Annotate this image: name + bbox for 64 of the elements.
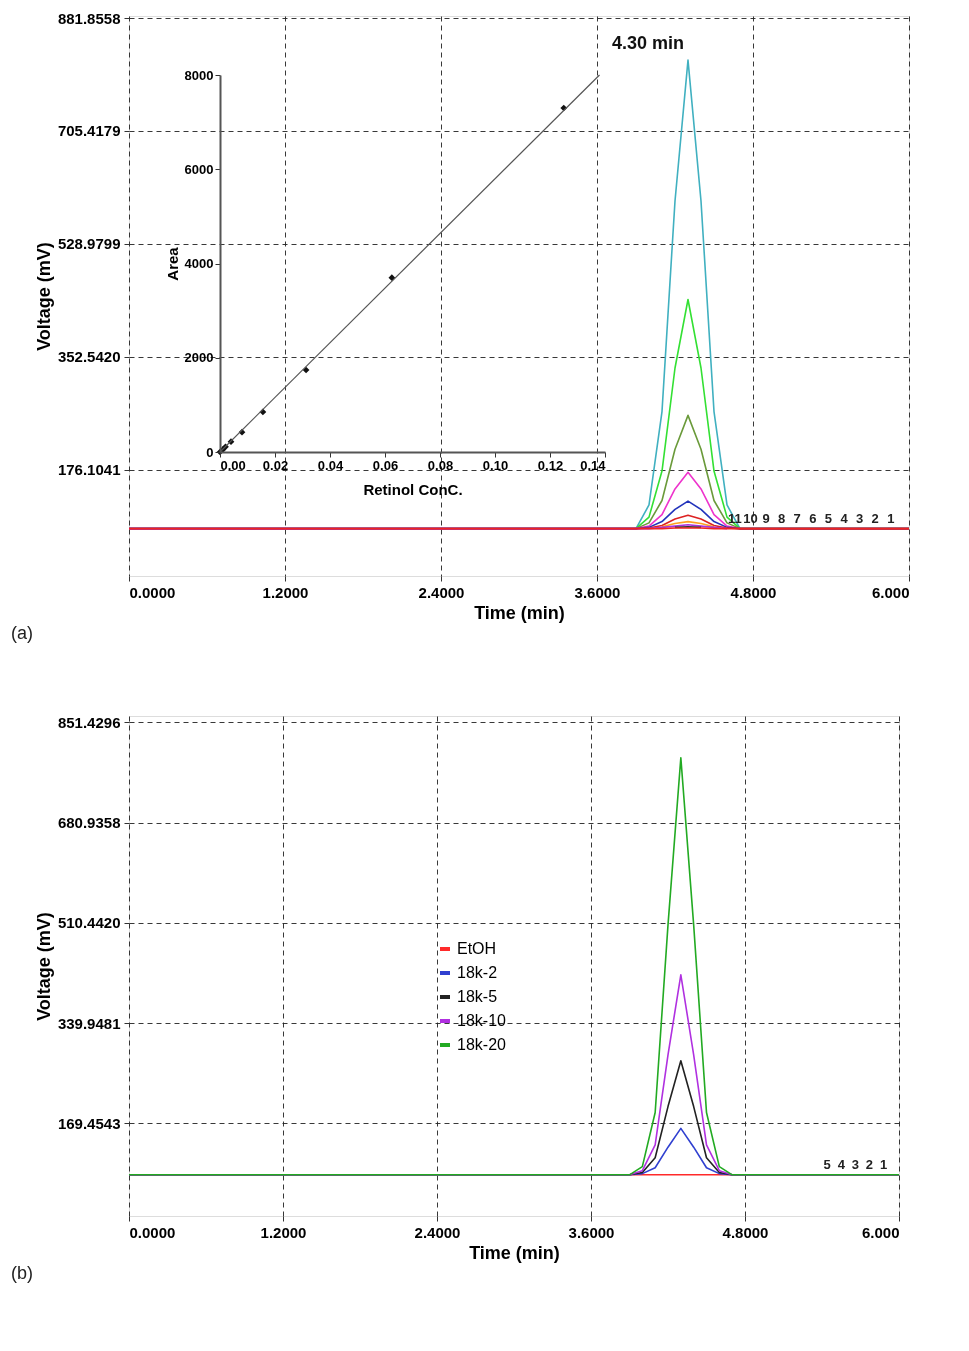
annotation: 4 [837, 1156, 846, 1172]
x-tick-label: 1.2000 [262, 583, 309, 601]
x-tick-label: 0.14 [580, 457, 607, 473]
x-tick-label: 0.02 [262, 457, 289, 473]
y-tick-label: 528.9799 [57, 235, 121, 253]
x-tick-label: 6.000 [871, 583, 910, 601]
x-axis-title: Retinol ConC. [363, 480, 463, 498]
y-tick-label: 0 [206, 444, 214, 460]
annotation: 10 [743, 510, 758, 526]
annotation: 5 [823, 1156, 831, 1172]
legend-label: EtOH [457, 940, 497, 957]
y-tick-label: 851.4296 [57, 713, 121, 731]
x-tick-label: 2.4000 [418, 583, 465, 601]
annotation: 1 [879, 1156, 888, 1172]
annotation: 2 [871, 510, 879, 526]
annotation: 6 [809, 510, 817, 526]
y-axis-title: Area [163, 246, 181, 281]
y-tick-label: 8000 [184, 67, 214, 83]
y-tick-label: 510.4420 [57, 914, 121, 932]
x-tick-label: 0.08 [427, 457, 454, 473]
y-tick-label: 4000 [184, 256, 214, 271]
x-axis-title: Time (min) [474, 602, 565, 623]
x-tick-label: 4.8000 [722, 1223, 769, 1241]
y-tick-label: 176.1041 [57, 461, 121, 479]
y-axis-title: Voltage (mV) [33, 912, 54, 1021]
x-tick-label: 0.10 [482, 457, 509, 473]
y-axis-title: Voltage (mV) [33, 242, 54, 351]
y-tick-label: 352.5420 [57, 348, 121, 366]
x-tick-label: 3.6000 [568, 1223, 615, 1241]
annotation: 3 [855, 510, 864, 526]
y-tick-label: 6000 [184, 161, 214, 177]
y-tick-label: 881.8558 [57, 9, 121, 27]
annotation: 4.30 min [611, 33, 684, 54]
y-tick-label: 680.9358 [57, 814, 121, 832]
x-tick-label: 0.06 [372, 457, 399, 473]
text: (a) [11, 623, 33, 643]
x-tick-label: 2.4000 [414, 1223, 461, 1241]
x-tick-label: 1.2000 [260, 1223, 307, 1241]
annotation: 8 [777, 510, 786, 526]
text: (b) [11, 1263, 33, 1283]
annotation: 9 [762, 510, 770, 526]
y-tick-label: 169.4543 [57, 1114, 121, 1132]
legend-label: 18k-2 [457, 964, 498, 981]
annotation: 4 [840, 510, 849, 526]
legend-label: 18k-20 [457, 1036, 507, 1053]
x-axis-title: Time (min) [469, 1242, 560, 1263]
y-tick-label: 339.9481 [57, 1014, 121, 1032]
x-tick-label: 3.6000 [574, 583, 621, 601]
x-tick-label: 0.04 [317, 457, 344, 473]
annotation: 5 [824, 510, 833, 526]
x-tick-label: 0.00 [220, 457, 246, 473]
x-tick-label: 0.12 [537, 457, 564, 473]
x-tick-label: 0.0000 [129, 1223, 176, 1241]
x-tick-label: 4.8000 [730, 583, 777, 601]
annotation: 7 [793, 510, 801, 526]
legend-label: 18k-5 [457, 988, 498, 1005]
annotation: 3 [851, 1156, 859, 1172]
annotation: 1 [887, 510, 895, 526]
y-tick-label: 2000 [184, 350, 214, 366]
legend-label: 18k-10 [457, 1012, 507, 1029]
y-tick-label: 705.4179 [57, 122, 121, 140]
x-tick-label: 0.0000 [129, 583, 176, 601]
x-tick-label: 6.000 [861, 1223, 900, 1241]
annotation: 2 [865, 1156, 874, 1172]
